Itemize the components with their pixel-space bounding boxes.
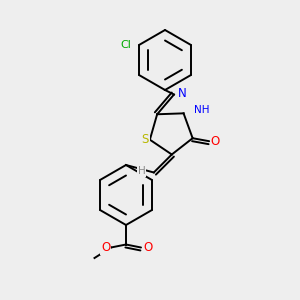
Text: O: O (143, 241, 152, 254)
Text: H: H (138, 166, 146, 176)
Text: S: S (142, 133, 149, 146)
Text: NH: NH (194, 105, 210, 115)
Text: O: O (211, 135, 220, 148)
Text: Cl: Cl (121, 40, 131, 50)
Text: O: O (101, 241, 110, 254)
Text: N: N (178, 86, 187, 100)
